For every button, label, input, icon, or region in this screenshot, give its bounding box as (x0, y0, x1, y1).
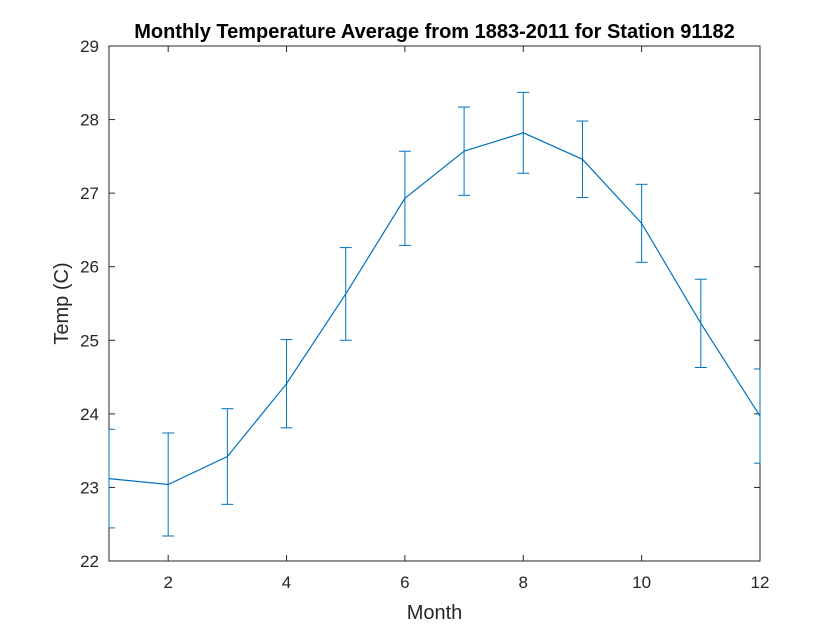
y-tick-label: 22 (80, 552, 99, 571)
y-tick-label: 27 (80, 184, 99, 203)
y-tick-label: 23 (80, 478, 99, 497)
chart-title: Monthly Temperature Average from 1883-20… (134, 21, 735, 43)
x-tick-label: 8 (519, 573, 528, 592)
y-tick-label: 28 (80, 111, 99, 130)
x-tick-label: 12 (751, 573, 770, 592)
y-tick-label: 29 (80, 37, 99, 56)
temperature-line (108, 132, 761, 486)
x-tick-label: 10 (632, 573, 651, 592)
plot-content (108, 91, 761, 537)
y-axis-label: Temp (C) (51, 262, 73, 344)
x-axis-label: Month (407, 602, 463, 624)
y-axis: 22 23 24 25 26 27 28 29 (80, 37, 760, 571)
y-tick-label: 25 (80, 331, 99, 350)
x-tick-label: 6 (400, 573, 409, 592)
y-tick-label: 24 (80, 405, 99, 424)
x-tick-label: 2 (163, 573, 172, 592)
plot-area (108, 45, 761, 562)
y-tick-label: 26 (80, 258, 99, 277)
x-axis: 2 4 6 8 10 12 (163, 46, 769, 592)
x-tick-label: 4 (282, 573, 291, 592)
